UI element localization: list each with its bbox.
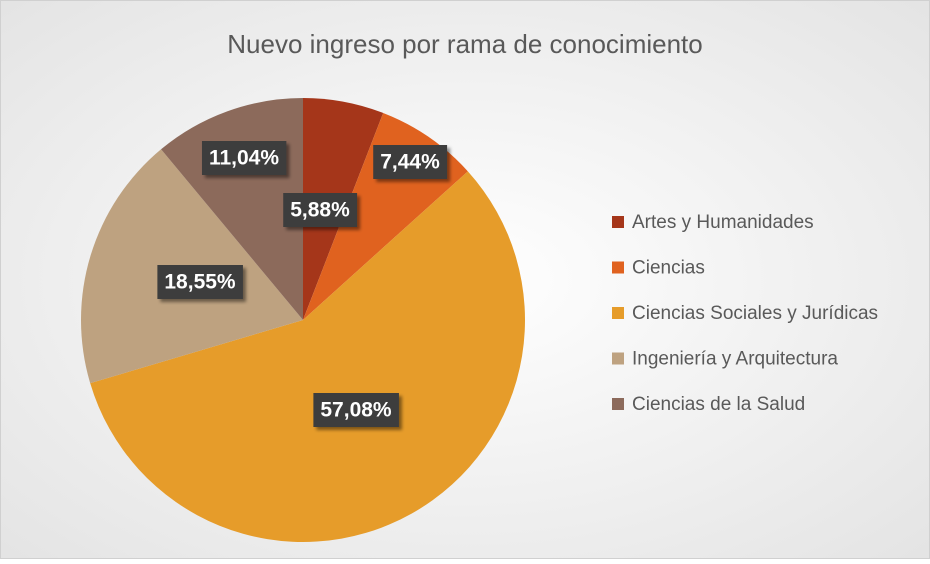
legend-label: Ciencias — [632, 258, 705, 279]
data-label-group: 5,88% — [283, 193, 358, 227]
legend-label: Ingeniería y Arquitectura — [632, 349, 838, 370]
pie-slice — [90, 171, 526, 542]
legend-label: Artes y Humanidades — [632, 212, 814, 233]
legend-swatch — [612, 352, 624, 365]
legend-label: Ciencias de la Salud — [632, 394, 805, 415]
data-label: 57,08% — [320, 399, 392, 422]
legend-label: Ciencias Sociales y Jurídicas — [632, 303, 878, 324]
data-label-box — [201, 141, 287, 175]
chart-title: Nuevo ingreso por rama de conocimiento — [227, 29, 702, 59]
data-label-group: 18,55% — [157, 265, 243, 299]
data-label: 7,44% — [380, 151, 440, 174]
data-label-group: 7,44% — [373, 145, 448, 179]
data-label-group: 57,08% — [313, 393, 399, 427]
data-label: 18,55% — [164, 271, 236, 294]
data-label-group: 11,04% — [201, 141, 287, 175]
data-label-box — [373, 145, 448, 179]
legend-swatch — [612, 398, 624, 410]
data-label-box — [313, 393, 399, 427]
data-label-box — [157, 265, 243, 299]
data-label: 11,04% — [209, 147, 279, 170]
legend-swatch — [612, 307, 624, 319]
legend-swatch — [612, 216, 624, 228]
legend-swatch — [612, 261, 624, 274]
data-label-box — [283, 193, 358, 227]
data-label: 5,88% — [290, 199, 350, 222]
